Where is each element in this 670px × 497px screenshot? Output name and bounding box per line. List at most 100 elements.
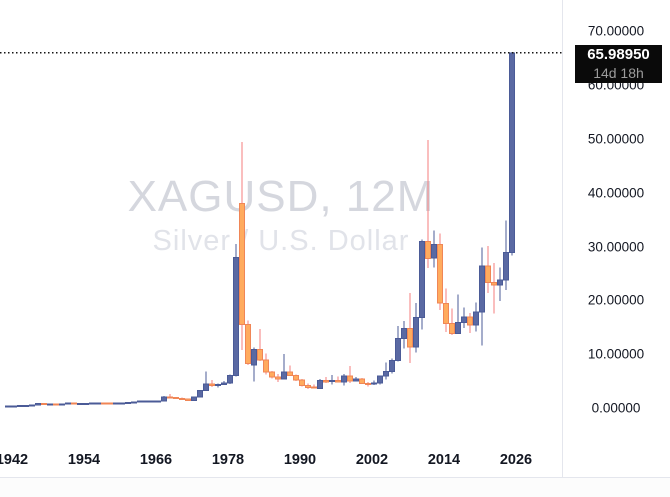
candle[interactable] xyxy=(113,402,119,405)
candle-body xyxy=(125,401,131,404)
candle[interactable] xyxy=(77,402,83,405)
candle[interactable] xyxy=(269,370,275,379)
candle[interactable] xyxy=(191,396,197,402)
candle-body xyxy=(473,311,479,326)
candle[interactable] xyxy=(233,243,239,377)
candle[interactable] xyxy=(155,400,161,403)
candle[interactable] xyxy=(239,142,245,350)
candle[interactable] xyxy=(65,402,71,405)
candle[interactable] xyxy=(491,263,497,314)
candle[interactable] xyxy=(431,230,437,268)
candle[interactable] xyxy=(419,239,425,330)
candle[interactable] xyxy=(401,320,407,349)
candle[interactable] xyxy=(5,405,11,408)
candle[interactable] xyxy=(209,379,215,387)
candle-body xyxy=(95,402,101,405)
candle[interactable] xyxy=(281,354,287,380)
candle-body xyxy=(167,396,173,399)
candle[interactable] xyxy=(23,405,29,408)
candlestick-plot[interactable] xyxy=(0,0,562,443)
candle[interactable] xyxy=(131,401,137,404)
candle[interactable] xyxy=(341,374,347,386)
candle[interactable] xyxy=(485,246,491,293)
time-axis-label: 1978 xyxy=(211,452,245,468)
candle[interactable] xyxy=(473,302,479,332)
candle[interactable] xyxy=(311,384,317,389)
price-pane[interactable]: XAGUSD, 12M Silver / U.S. Dollar xyxy=(0,0,562,443)
candle[interactable] xyxy=(287,365,293,376)
candle[interactable] xyxy=(173,397,179,399)
candle[interactable] xyxy=(167,394,173,399)
candle[interactable] xyxy=(329,375,335,385)
candle[interactable] xyxy=(197,390,203,398)
candle[interactable] xyxy=(305,383,311,389)
candle[interactable] xyxy=(137,400,143,403)
candle[interactable] xyxy=(467,312,473,334)
candle[interactable] xyxy=(251,347,257,382)
candle[interactable] xyxy=(221,381,227,386)
candle[interactable] xyxy=(299,379,305,387)
candle[interactable] xyxy=(179,397,185,400)
candle[interactable] xyxy=(161,396,167,402)
candle-body xyxy=(185,398,191,402)
candle[interactable] xyxy=(125,401,131,404)
candle[interactable] xyxy=(383,362,389,380)
candle[interactable] xyxy=(407,293,413,363)
candle[interactable] xyxy=(203,371,209,391)
candle[interactable] xyxy=(101,402,107,405)
candle[interactable] xyxy=(29,404,35,407)
candle[interactable] xyxy=(71,402,77,405)
candle[interactable] xyxy=(479,247,485,346)
candle[interactable] xyxy=(143,400,149,403)
candle-body xyxy=(359,378,365,384)
candle[interactable] xyxy=(107,402,113,405)
candle[interactable] xyxy=(347,366,353,384)
candle[interactable] xyxy=(257,328,263,362)
candle[interactable] xyxy=(317,378,323,390)
candle[interactable] xyxy=(395,326,401,362)
candle[interactable] xyxy=(509,51,515,256)
candle-body xyxy=(449,323,455,335)
time-axis[interactable]: 1942 1954 1966 1978 1990 2002 2014 2026 xyxy=(0,443,670,478)
candle[interactable] xyxy=(245,320,251,366)
candle[interactable] xyxy=(365,382,371,387)
candle[interactable] xyxy=(119,402,125,405)
candle[interactable] xyxy=(371,380,377,386)
candle[interactable] xyxy=(377,375,383,385)
candle-body xyxy=(149,400,155,403)
candle[interactable] xyxy=(461,307,467,329)
candle[interactable] xyxy=(89,402,95,405)
candle[interactable] xyxy=(497,267,503,301)
candle[interactable] xyxy=(413,303,419,353)
candle[interactable] xyxy=(275,374,281,382)
candle[interactable] xyxy=(323,376,329,383)
candle[interactable] xyxy=(359,377,365,384)
candle[interactable] xyxy=(263,353,269,375)
candle[interactable] xyxy=(227,374,233,384)
candle-body xyxy=(155,400,161,403)
candle[interactable] xyxy=(53,403,59,406)
candle[interactable] xyxy=(95,402,101,405)
candle[interactable] xyxy=(335,376,341,383)
candle-body xyxy=(281,371,287,380)
candle[interactable] xyxy=(353,376,359,382)
candle[interactable] xyxy=(443,288,449,333)
candle[interactable] xyxy=(425,140,431,268)
candle[interactable] xyxy=(35,403,41,406)
candle[interactable] xyxy=(455,294,461,335)
candle[interactable] xyxy=(215,383,221,388)
candle-body xyxy=(293,375,299,381)
candle[interactable] xyxy=(185,398,191,402)
candle[interactable] xyxy=(11,405,17,408)
candle[interactable] xyxy=(47,403,53,406)
candle[interactable] xyxy=(149,400,155,403)
candle[interactable] xyxy=(17,405,23,408)
candle[interactable] xyxy=(83,402,89,405)
candle[interactable] xyxy=(437,233,443,311)
candle[interactable] xyxy=(503,220,509,290)
candle[interactable] xyxy=(389,358,395,374)
candle[interactable] xyxy=(293,374,299,381)
candle[interactable] xyxy=(41,403,47,406)
candle[interactable] xyxy=(59,403,65,406)
candle[interactable] xyxy=(449,308,455,335)
